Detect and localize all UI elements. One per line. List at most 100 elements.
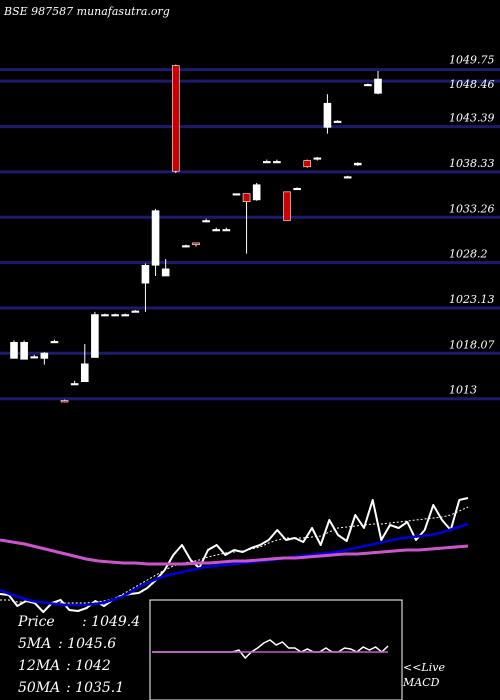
- candle-0: [10, 340, 18, 359]
- candle-18: [192, 242, 200, 247]
- candle-36: [374, 70, 382, 95]
- candle-14: [151, 208, 160, 277]
- candle-21: [222, 227, 231, 232]
- candle-12: [131, 310, 140, 313]
- candle-11: [121, 313, 130, 317]
- price-gridlines: [0, 68, 500, 401]
- candle-25: [262, 159, 271, 164]
- candle-body-7: [80, 363, 89, 382]
- summary-5ma-value: : 1045.6: [58, 636, 116, 652]
- candle-15: [161, 259, 170, 277]
- candle-body-14: [151, 210, 160, 266]
- candle-body-0: [10, 341, 18, 359]
- price-level-label-4: 1033.26: [449, 202, 495, 215]
- candle-body-36: [374, 78, 382, 94]
- candle-16: [171, 64, 180, 174]
- candle-35: [364, 83, 372, 87]
- candle-body-29: [303, 160, 312, 168]
- candle-body-19: [202, 220, 210, 223]
- candle-body-5: [60, 400, 69, 403]
- candle-body-35: [364, 84, 372, 87]
- candle-body-3: [40, 352, 49, 359]
- summary-12ma-value: : 1042: [66, 658, 111, 674]
- macd-lines: [152, 639, 389, 660]
- macd-live-label: <<Live: [403, 661, 445, 674]
- candle-body-10: [111, 314, 119, 317]
- candle-body-16: [171, 65, 180, 172]
- macd-panel-frame: [149, 599, 403, 700]
- candle-body-20: [212, 229, 221, 232]
- candle-20: [212, 227, 221, 232]
- candle-body-21: [222, 229, 231, 232]
- candle-body-13: [141, 264, 150, 284]
- ma_mid-line: [0, 522, 469, 607]
- price-level-label-0: 1049.75: [449, 54, 495, 67]
- candle-28: [293, 187, 301, 191]
- price-line: [0, 497, 469, 613]
- candle-body-26: [273, 161, 281, 164]
- summary-12ma-label: 12MA: [18, 658, 60, 674]
- candle-32: [333, 120, 342, 123]
- candle-body-2: [30, 356, 39, 359]
- price-level-label-6: 1023.13: [449, 293, 495, 306]
- candle-body-22: [232, 193, 241, 196]
- candle-body-33: [343, 176, 352, 179]
- candle-body-31: [323, 102, 332, 128]
- candle-body-15: [161, 268, 170, 277]
- candle-2: [30, 354, 39, 359]
- candle-34: [353, 162, 362, 166]
- candle-3: [40, 352, 49, 365]
- candle-19: [202, 218, 210, 223]
- candle-30: [313, 156, 322, 161]
- candle-29: [303, 159, 312, 168]
- candle-body-12: [131, 310, 140, 313]
- ma_long-line: [0, 538, 469, 566]
- candle-6: [70, 380, 79, 386]
- price-level-label-5: 1028.2: [449, 248, 488, 261]
- price-level-label-2: 1043.39: [449, 112, 495, 125]
- candle-7: [80, 344, 89, 382]
- candle-33: [343, 175, 352, 179]
- moving-average-lines: [0, 497, 469, 613]
- candle-22: [232, 193, 241, 196]
- ma_short-line: [0, 506, 469, 604]
- price-level-label-7: 1018.07: [449, 338, 495, 351]
- price-level-label-8: 1013: [449, 384, 477, 397]
- price-level-label-3: 1038.33: [449, 157, 495, 170]
- summary-50ma-value: : 1035.1: [66, 680, 124, 696]
- candle-body-25: [262, 161, 271, 164]
- candle-body-28: [293, 187, 301, 191]
- candle-body-34: [353, 162, 362, 166]
- candle-17: [182, 244, 190, 248]
- macd-name-label: MACD: [402, 676, 440, 689]
- summary-box: Price : 1049.4 5MA : 1045.6 12MA : 1042 …: [17, 614, 140, 696]
- candlestick-series: [10, 64, 382, 403]
- candle-body-11: [121, 314, 130, 317]
- candle-23: [242, 193, 251, 254]
- candle-13: [141, 263, 150, 312]
- candle-body-6: [70, 383, 79, 386]
- candle-27: [283, 191, 291, 221]
- candle-26: [273, 159, 281, 164]
- summary-50ma-label: 50MA: [18, 680, 60, 696]
- candle-body-32: [333, 120, 342, 123]
- candle-8: [91, 311, 99, 358]
- candle-body-8: [91, 314, 99, 358]
- candle-body-24: [252, 184, 261, 201]
- candle-body-23: [242, 193, 251, 203]
- chart-title: BSE 987587 munafasutra.org: [3, 5, 170, 18]
- candle-body-18: [192, 242, 200, 245]
- candle-5: [60, 399, 69, 403]
- candle-24: [252, 182, 261, 201]
- candle-body-27: [283, 191, 291, 221]
- summary-5ma-label: 5MA: [18, 636, 51, 652]
- candle-31: [323, 94, 332, 134]
- candle-body-9: [101, 314, 109, 317]
- candle-body-17: [182, 245, 190, 248]
- price-level-label-1: 1048.46: [449, 78, 495, 91]
- candle-1: [20, 340, 28, 360]
- summary-price-value: : 1049.4: [82, 614, 140, 630]
- candle-body-30: [313, 157, 322, 160]
